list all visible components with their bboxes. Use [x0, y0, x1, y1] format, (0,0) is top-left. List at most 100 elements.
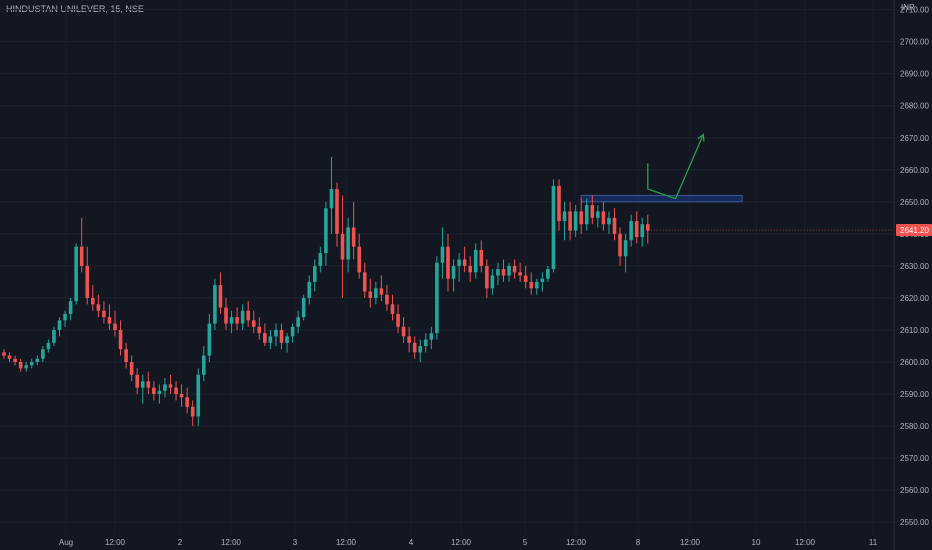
last-price-label: 2641.20 — [900, 226, 929, 235]
candle-body — [218, 285, 223, 308]
candle-body — [29, 362, 34, 366]
candle-body — [113, 323, 117, 330]
candle-body — [473, 249, 478, 273]
candle-body — [79, 246, 84, 266]
candle-body — [351, 227, 356, 247]
candle-body — [518, 272, 522, 276]
price-tick-label: 2680.00 — [900, 102, 929, 111]
candle-body — [235, 317, 239, 324]
candle-body — [568, 211, 572, 231]
price-tick-label: 2610.00 — [900, 326, 929, 335]
time-tick-label: 3 — [293, 538, 298, 547]
candle-body — [296, 317, 300, 327]
candle-body — [374, 288, 378, 298]
projection-arrow[interactable] — [647, 133, 705, 200]
candle-body — [224, 307, 228, 324]
price-tick-label: 2560.00 — [900, 486, 929, 495]
candle-body — [535, 281, 539, 289]
candle-body — [340, 233, 345, 260]
time-tick-label: 12:00 — [221, 538, 242, 547]
candle-body — [107, 317, 112, 324]
price-tick-label: 2710.00 — [900, 6, 929, 15]
candle-body — [379, 288, 384, 295]
candle-body — [446, 246, 450, 279]
candle-body — [629, 221, 633, 241]
candle-body — [490, 275, 495, 289]
candle-body — [168, 384, 173, 388]
candle-body — [102, 310, 106, 318]
chart-title: HINDUSTAN UNILEVER, 15, NSE — [6, 4, 144, 14]
candle-body — [68, 301, 73, 314]
candle-body — [540, 278, 545, 282]
candle-body — [451, 265, 456, 279]
last-price-marker: 2641.20 — [647, 224, 932, 237]
candle-body — [140, 381, 145, 388]
candle-body — [640, 224, 645, 238]
candle-body — [285, 336, 289, 343]
time-tick-label: 12:00 — [566, 538, 587, 547]
candle-body — [257, 326, 262, 334]
grid-lines — [0, 9, 894, 523]
price-tick-label: 2650.00 — [900, 198, 929, 207]
candle-body — [590, 205, 595, 218]
currency-label: INR — [901, 3, 915, 12]
candle-body — [229, 317, 234, 324]
candle-body — [41, 349, 45, 359]
candle-body — [179, 394, 184, 398]
candle-body — [401, 326, 406, 337]
time-tick-label: 4 — [409, 538, 414, 547]
candle-body — [185, 397, 189, 407]
candle-body — [2, 352, 6, 356]
candle-body — [496, 269, 500, 276]
candle-body — [190, 406, 195, 417]
candle-body — [440, 246, 445, 263]
candle-body — [584, 205, 589, 225]
time-tick-label: 11 — [869, 538, 878, 547]
candle-body — [157, 390, 162, 395]
candle-body — [146, 381, 151, 388]
candle-body — [174, 387, 178, 395]
candle-body — [279, 329, 284, 343]
candle-body — [623, 240, 628, 257]
price-axis[interactable]: 2710.00 2700.00 2690.00 2680.00 2670.00 2660.… — [900, 6, 929, 528]
price-tick-label: 2630.00 — [900, 262, 929, 271]
candle-body — [551, 185, 556, 270]
price-tick-label: 2670.00 — [900, 134, 929, 143]
candle-body — [501, 269, 506, 276]
resistance-box[interactable] — [580, 194, 743, 203]
candle-body — [52, 329, 56, 343]
candle-body — [523, 275, 528, 282]
candle-body — [346, 227, 350, 260]
candle-body — [74, 246, 78, 302]
candle-body — [424, 339, 428, 346]
candle-body — [462, 259, 467, 266]
price-tick-label: 2580.00 — [900, 422, 929, 431]
candle-body — [251, 320, 256, 327]
candle-body — [646, 224, 650, 231]
candle-body — [479, 249, 484, 266]
price-tick-label: 2690.00 — [900, 70, 929, 79]
price-tick-label: 2550.00 — [900, 518, 929, 527]
candle-body — [601, 211, 606, 225]
candle-body — [368, 291, 373, 298]
candle-body — [152, 387, 156, 395]
resistance-zone[interactable] — [580, 194, 743, 203]
time-axis[interactable]: Aug 12:00 2 12:00 3 12:00 4 12:00 5 12:00 8 12:00 10… — [59, 538, 878, 547]
candle-body — [35, 358, 40, 363]
candle-body — [573, 211, 578, 231]
candle-body — [313, 265, 317, 282]
candle-body — [362, 272, 367, 292]
candle-body — [57, 320, 62, 330]
candle-body — [385, 294, 389, 305]
candle-body — [390, 304, 395, 314]
candle-body — [263, 333, 267, 343]
candle-body — [24, 365, 28, 369]
candle-body — [118, 329, 123, 350]
arrow-head — [697, 133, 705, 142]
time-tick-label: 5 — [523, 538, 528, 547]
candle-body — [85, 265, 90, 298]
arrow-path[interactable] — [647, 134, 704, 200]
candle-body — [612, 217, 617, 234]
candle-body — [562, 211, 567, 222]
